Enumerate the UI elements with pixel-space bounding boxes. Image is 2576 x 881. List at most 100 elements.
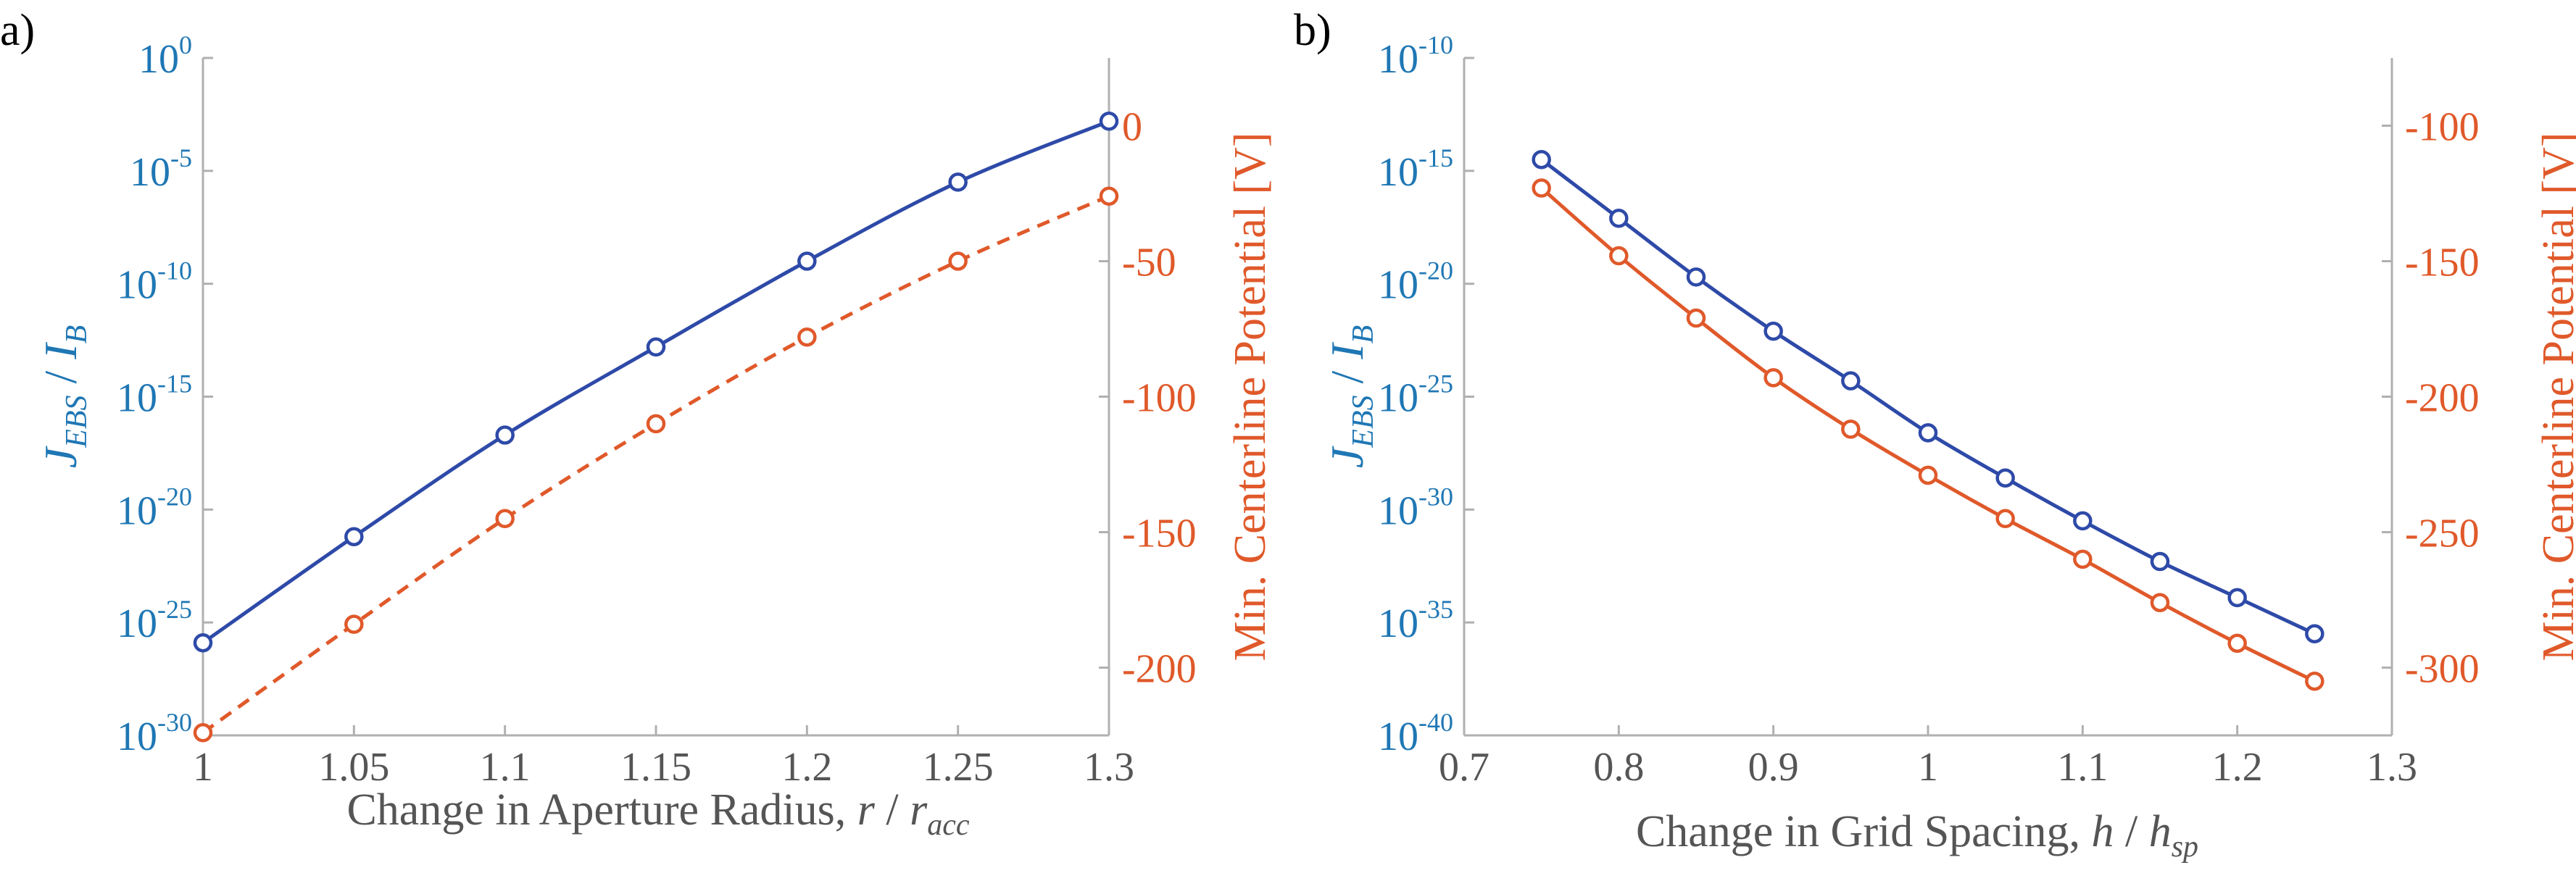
x-label-sub: sp [2172,830,2198,864]
tick-base: 10 [130,150,170,195]
tick-base: 10 [117,376,157,421]
x-label-main: Change in Aperture Radius, [346,785,857,835]
tick-base: 10 [1378,263,1418,308]
data-point-jebs [1609,209,1629,228]
x-label-var2: r [910,785,928,835]
x-label-var: r [857,785,876,835]
tick-exponent: -10 [157,256,192,285]
x-label-var2: h [2149,807,2172,856]
y-left-tick-label: 10-30 [117,708,192,759]
y-left-tick-label: 10-20 [1378,256,1453,308]
data-point-jebs [2150,551,2170,572]
data-point-potential [2227,633,2247,654]
y-left-axis-label: JEBS / IB [1321,325,1380,468]
data-point-potential [193,723,213,743]
y-left-tick-label: 10-10 [117,256,192,308]
data-point-jebs [1686,267,1706,287]
x-tick-label: 1.25 [923,745,994,790]
x-tick-label: 1.15 [620,745,691,790]
data-point-jebs [344,527,364,546]
y-right-axis-label: Min. Centerline Potential [V] [2534,132,2576,661]
y-left-tick-label: 10-5 [130,143,192,195]
tick-base: 10 [1378,601,1418,646]
tick-exponent: 0 [179,30,192,59]
y-right-tick-label: -200 [2405,376,2480,421]
tick-exponent: -30 [1418,482,1453,511]
x-tick-label: 1 [1918,745,1938,790]
tick-base: 10 [1378,150,1418,195]
x-tick-label: 0.9 [1748,745,1799,790]
x-label-main: Change in Grid Spacing, [1636,807,2092,856]
y-right-tick-label: -100 [1122,376,1197,421]
tick-exponent: -10 [1418,30,1453,59]
x-tick-label: 1 [193,745,213,790]
x-tick-label: 1.3 [2367,745,2417,790]
tick-exponent: -20 [1418,256,1453,285]
x-tick-label: 1.2 [781,745,832,790]
y-left-tick-label: 10-25 [1378,369,1453,421]
y-left-sub: EBS [60,396,94,448]
data-point-potential [1763,368,1783,388]
x-tick-label: 0.7 [1439,745,1489,790]
y-right-tick-label: -150 [1122,512,1197,556]
tick-base: 10 [1378,488,1418,533]
tick-exponent: -25 [157,595,192,624]
y-left-var: J [35,446,86,468]
tick-exponent: -40 [1418,708,1453,737]
x-label-slash: / [2114,807,2148,856]
data-point-potential [1918,465,1938,485]
data-point-potential [797,327,817,347]
data-point-potential [1609,246,1629,266]
x-tick-label: 1.2 [2212,745,2263,790]
tick-exponent: -15 [157,369,192,398]
data-point-jebs [495,425,515,445]
data-point-potential [1841,419,1861,439]
tick-base: 10 [117,601,157,646]
tick-base: 10 [1378,714,1418,759]
x-axis-label: Change in Grid Spacing, h / hsp [1636,807,2198,864]
data-point-jebs [1841,371,1861,391]
y-right-tick-label: 0 [1122,105,1142,150]
data-point-potential [1686,308,1706,328]
tick-base: 10 [117,714,157,759]
panel-a: a)1 1.05 1.1 1.15 1.2 1.25 1.310010-510-1010-1… [0,6,1275,842]
y-right-tick-label: -250 [2405,512,2480,556]
data-point-potential [495,509,515,529]
data-point-potential [2305,671,2324,691]
y-left-tick-label: 10-25 [117,595,192,646]
panel-b: b)0.7 0.8 0.9 1 1.1 1.2 1.310-1010-1510-2010-2… [1294,6,2576,864]
y-left-tick-label: 100 [138,30,192,82]
x-axis-label: Change in Aperture Radius, r / racc [346,785,969,842]
y-left-slash: / [1321,359,1373,396]
data-point-potential [2150,593,2170,612]
y-left-tick-label: 10-35 [1378,595,1453,646]
x-tick-label: 0.8 [1593,745,1644,790]
y-left-tick-label: 10-10 [1378,30,1453,82]
y-left-tick-label: 10-20 [117,482,192,533]
data-point-potential [948,251,968,271]
x-tick-label: 1.3 [1084,745,1134,790]
data-point-jebs [1995,468,2015,488]
x-tick-label: 1.05 [318,745,389,790]
data-point-potential [1532,178,1551,198]
data-point-potential [2073,549,2093,569]
x-label-slash: / [875,785,910,835]
data-point-potential [1099,186,1119,206]
y-right-axis-label: Min. Centerline Potential [V] [1226,132,1275,661]
y-left-tick-label: 10-40 [1378,708,1453,759]
tick-base: 10 [138,37,179,82]
x-label-sub: acc [927,809,970,842]
tick-base: 10 [1378,37,1418,82]
panel-label: a) [0,6,35,55]
series-line-potential [201,194,1110,735]
tick-base: 10 [117,488,157,533]
x-tick-label: 1.1 [480,745,531,790]
y-right-tick-label: -300 [2405,647,2480,692]
y-right-tick-label: -200 [1122,647,1197,692]
data-point-jebs [646,337,666,357]
y-left-var2: I [1321,342,1373,360]
x-label-var: h [2091,807,2114,856]
panel-label: b) [1294,6,1331,55]
data-point-potential [646,414,666,434]
